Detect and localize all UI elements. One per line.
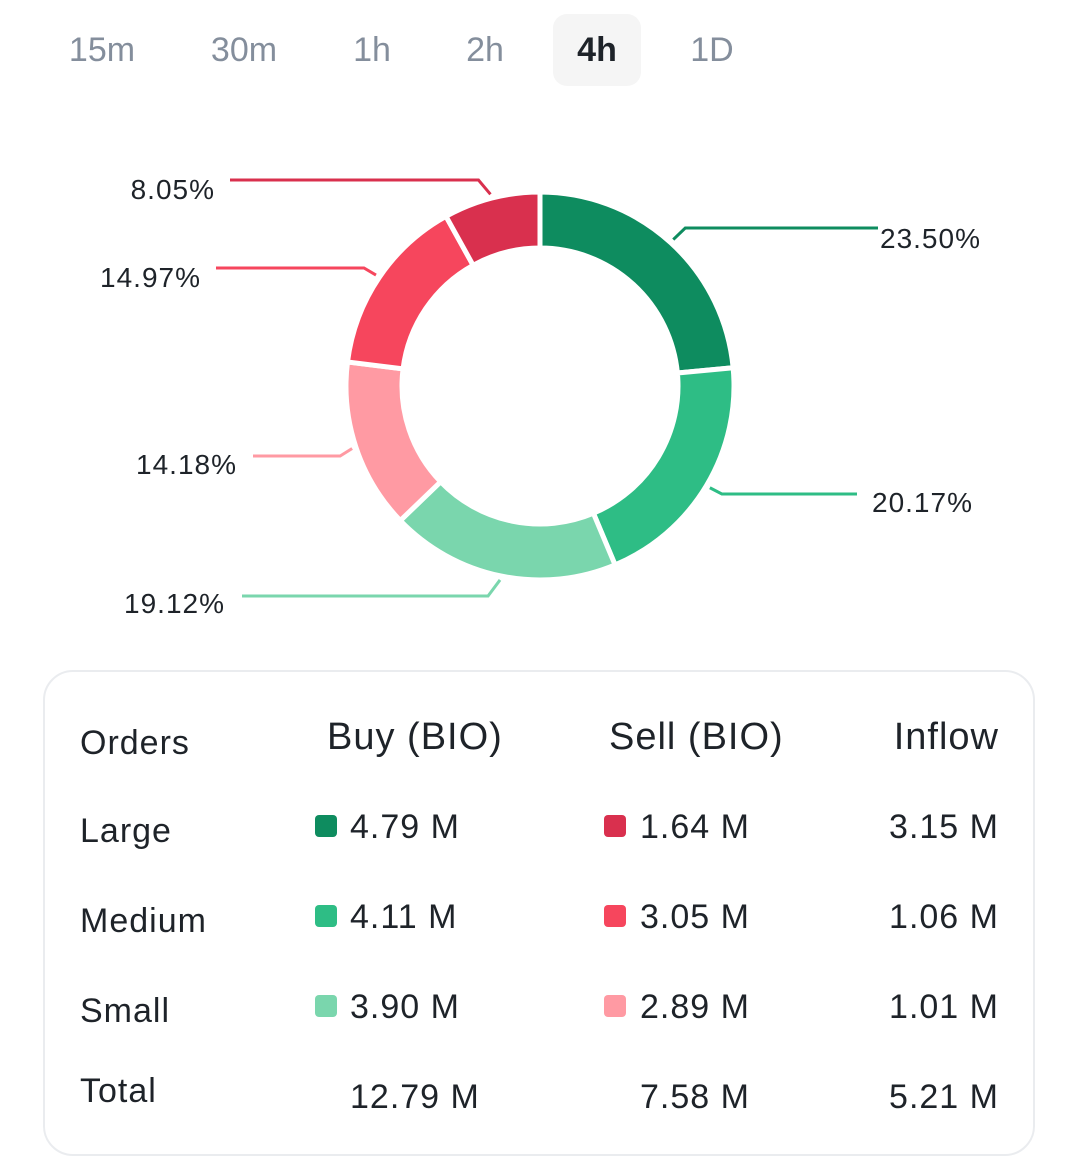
leader-line-2 xyxy=(242,579,502,598)
row-label-total: Total xyxy=(80,1072,157,1110)
buy-large: 4.79 M xyxy=(350,808,460,846)
inflow-medium: 1.06 M xyxy=(889,898,999,936)
header-inflow: Inflow xyxy=(893,716,999,758)
timeframe-tabs: 15m 30m 1h 2h 4h 1D xyxy=(0,14,1080,86)
donut-slice-3 xyxy=(343,359,445,525)
swatch-sell-medium xyxy=(604,905,626,927)
leader-line-5 xyxy=(230,178,492,196)
donut-slice-4 xyxy=(344,212,477,372)
tab-1d[interactable]: 1D xyxy=(690,31,734,69)
sell-large: 1.64 M xyxy=(640,808,750,846)
swatch-sell-large xyxy=(604,815,626,837)
row-label-medium: Medium xyxy=(80,902,207,940)
slice-label-4: 14.97% xyxy=(100,262,201,293)
slice-label-5: 8.05% xyxy=(131,174,215,205)
slice-label-1: 20.17% xyxy=(872,487,973,518)
header-orders: Orders xyxy=(80,724,190,762)
header-buy: Buy (BIO) xyxy=(327,716,503,758)
buy-medium: 4.11 M xyxy=(350,898,458,936)
buy-small: 3.90 M xyxy=(350,988,460,1026)
tab-4h[interactable]: 4h xyxy=(553,14,641,86)
leader-line-0 xyxy=(672,226,878,241)
sell-medium: 3.05 M xyxy=(640,898,750,936)
orders-table: Orders Buy (BIO) Sell (BIO) Inflow Large… xyxy=(43,670,1035,1156)
leader-line-4 xyxy=(216,266,377,277)
leader-line-1 xyxy=(709,486,857,496)
row-label-small: Small xyxy=(80,992,171,1030)
slice-label-3: 14.18% xyxy=(136,449,237,480)
donut-slice-1 xyxy=(590,365,737,569)
buy-total: 12.79 M xyxy=(350,1078,480,1116)
order-distribution-donut-chart: 23.50% 20.17% 19.12% 14.18% 14.97% 8.05% xyxy=(100,174,981,619)
swatch-buy-large xyxy=(315,815,337,837)
sell-total: 7.58 M xyxy=(640,1078,750,1116)
tab-30m[interactable]: 30m xyxy=(210,31,278,69)
donut-slice-2 xyxy=(396,478,619,583)
slice-label-2: 19.12% xyxy=(124,588,225,619)
tab-15m[interactable]: 15m xyxy=(68,31,136,69)
slice-label-0: 23.50% xyxy=(880,223,981,254)
header-sell: Sell (BIO) xyxy=(609,716,784,758)
tab-2h[interactable]: 2h xyxy=(466,31,504,69)
donut-slice-5 xyxy=(442,189,543,269)
row-label-large: Large xyxy=(80,812,172,850)
tab-1h[interactable]: 1h xyxy=(353,31,391,69)
inflow-large: 3.15 M xyxy=(889,808,999,846)
swatch-sell-small xyxy=(604,995,626,1017)
leader-line-3 xyxy=(253,447,353,458)
donut-slice-0 xyxy=(537,189,736,376)
swatch-buy-small xyxy=(315,995,337,1017)
swatch-buy-medium xyxy=(315,905,337,927)
inflow-small: 1.01 M xyxy=(889,988,999,1026)
sell-small: 2.89 M xyxy=(640,988,750,1026)
inflow-total: 5.21 M xyxy=(889,1078,999,1116)
